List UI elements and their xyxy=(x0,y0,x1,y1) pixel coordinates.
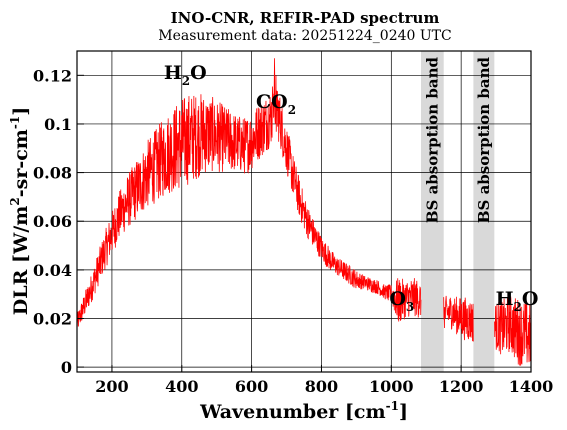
y-tick-label: 0.02 xyxy=(33,310,72,329)
x-axis-label: Wavenumber [cm-1] xyxy=(199,399,408,423)
spectrum-line-0-0 xyxy=(76,58,422,327)
chart-subtitle: Measurement data: 20251224_0240 UTC xyxy=(158,28,451,44)
bands-layer xyxy=(420,51,495,372)
annotations-layer: H2O CO2 O3 H2O xyxy=(164,62,539,314)
x-tick-label: 1400 xyxy=(509,377,554,396)
y-tick-label: 0.12 xyxy=(33,66,72,85)
series-layer xyxy=(76,58,532,366)
y-tick-label: 0.06 xyxy=(33,212,72,231)
chart-title: INO-CNR, REFIR-PAD spectrum xyxy=(171,9,440,27)
spectrum-line-0-1 xyxy=(443,295,474,342)
ticks-layer: 200 400 600 800 1000 1200 1400 0 0.02 0.04 0.06 0.0… xyxy=(33,66,553,396)
plot-frame xyxy=(76,50,532,373)
x-tick-label: 1000 xyxy=(369,377,414,396)
y-axis-label: DLR [W/m2-sr-cm-1] xyxy=(8,107,32,315)
band-label-0: BS absorption band xyxy=(423,57,441,224)
band-labels-layer: BS absorption band BS absorption band xyxy=(423,57,493,224)
absorption-band-0 xyxy=(420,51,444,372)
x-tick-label: 400 xyxy=(165,377,198,396)
y-tick-label: 0.04 xyxy=(33,261,72,280)
absorption-band-1 xyxy=(473,51,495,372)
x-tick-label: 200 xyxy=(95,377,128,396)
band-label-1: BS absorption band xyxy=(475,57,493,224)
species-annotation-3: H2O xyxy=(496,288,539,314)
x-tick-label: 1200 xyxy=(439,377,484,396)
spectrum-line-0-2 xyxy=(494,296,532,366)
y-tick-label: 0.08 xyxy=(33,164,72,183)
x-tick-label: 800 xyxy=(305,377,338,396)
species-annotation-0: H2O xyxy=(164,62,207,88)
y-tick-label: 0 xyxy=(61,358,72,377)
species-annotation-1: CO2 xyxy=(256,91,296,117)
species-annotation-2: O3 xyxy=(389,288,414,314)
y-tick-label: 0.1 xyxy=(44,115,72,134)
x-tick-label: 600 xyxy=(235,377,268,396)
